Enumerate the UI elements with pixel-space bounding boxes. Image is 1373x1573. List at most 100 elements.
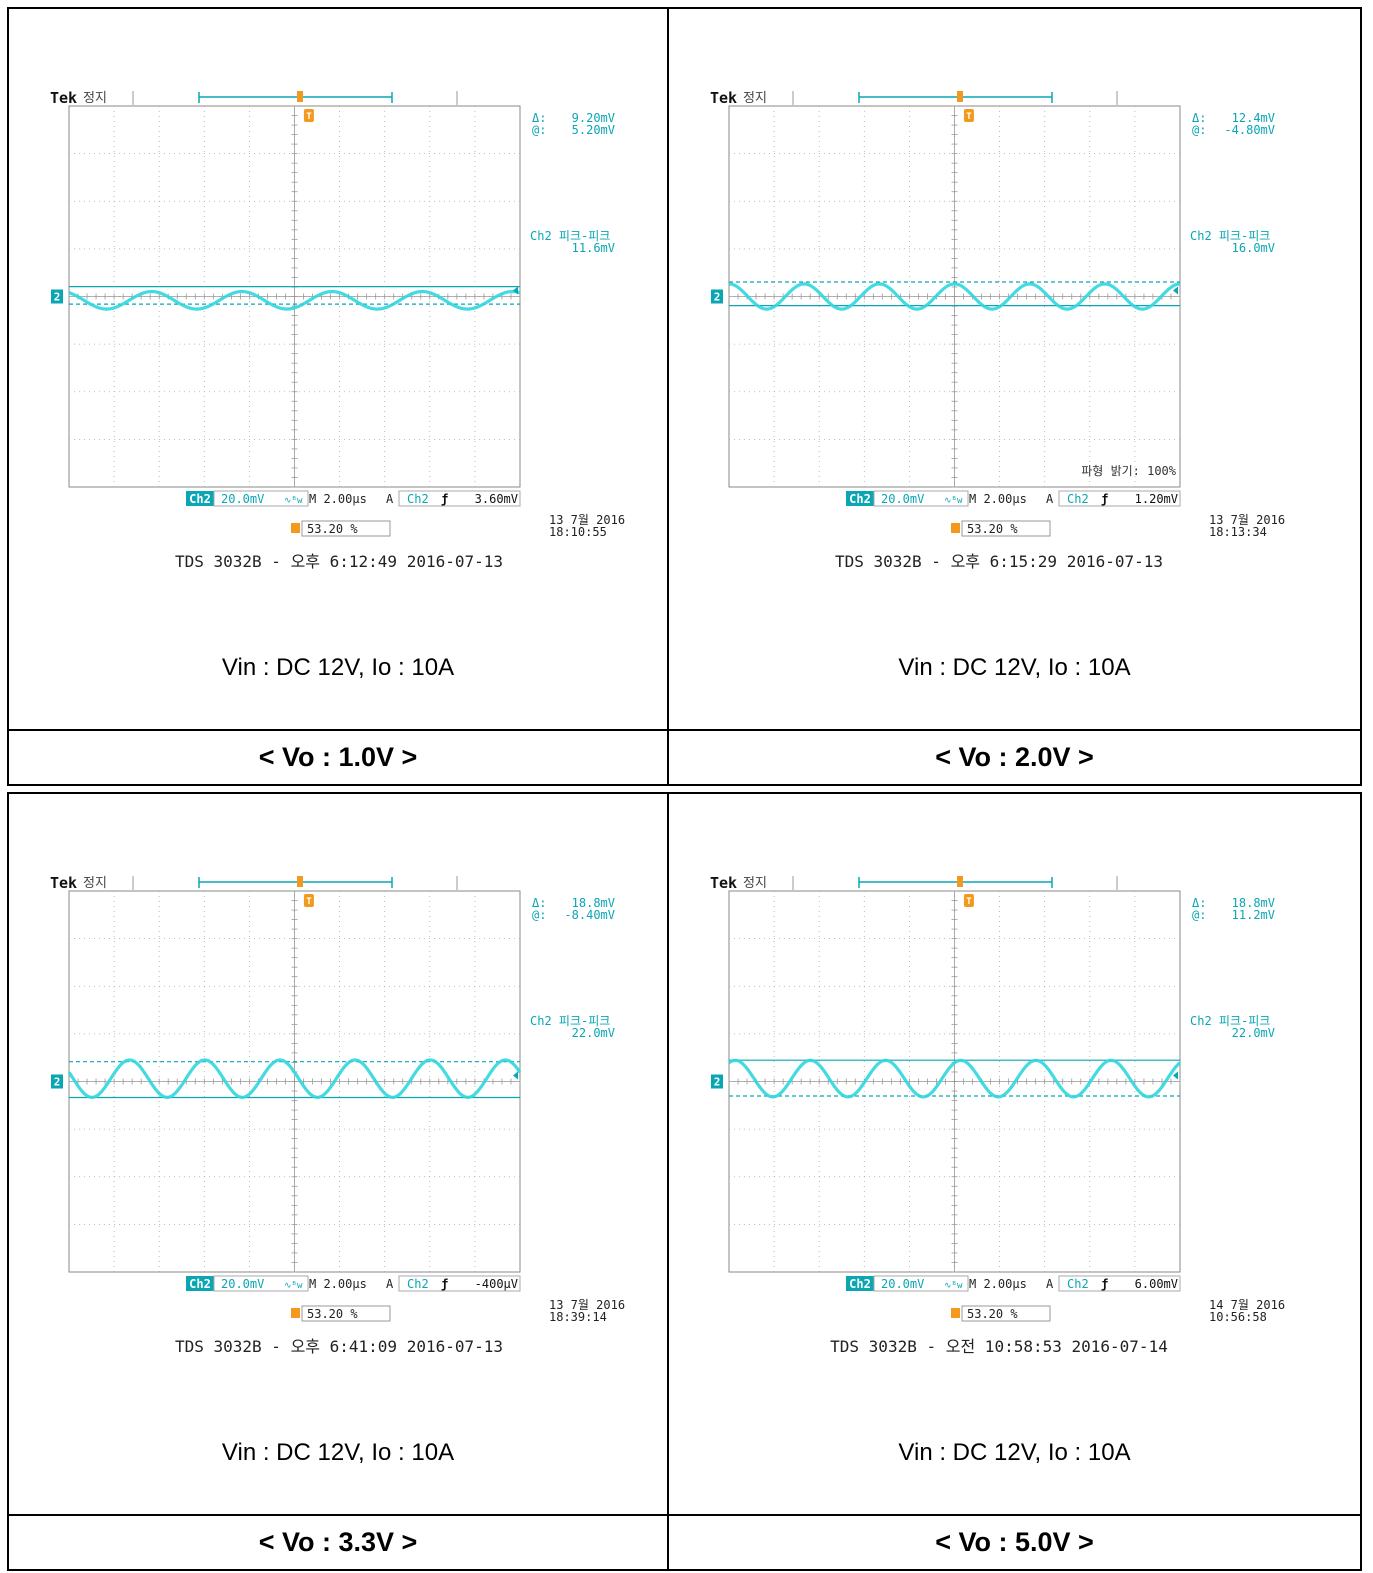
trigger-level-arrow [1173,286,1178,295]
trigger-level: 1.20mV [1135,492,1178,506]
trigger-position-marker [963,109,974,122]
measurement-value: 11.6mV [572,241,615,255]
cursor-delta-value: 9.20mV [572,111,615,125]
trigger-position-marker [963,894,974,907]
scope-cell-3: Tek 정지 T 2 Δ: 18.8mV @: -8.40mV Ch2 피크-피크 22.0mV C… [7,792,669,1516]
trigger-position-marker [303,109,314,122]
cursor-delta-value: 12.4mV [1232,111,1275,125]
trigger-slope-icon: ƒ [1101,492,1108,506]
scope-date: 13 7월 2016 [1209,513,1285,527]
trigger-position: 53.20 % [307,1307,358,1321]
trigger-position: 53.20 % [307,522,358,536]
cursor-delta-label: Δ: [532,896,546,910]
trigger-position-box [961,520,1051,537]
scope-time: 10:56:58 [1209,1310,1267,1324]
channel-tag-label: Ch2 [849,1277,871,1291]
acquisition-status: 정지 [83,876,107,891]
bandwidth-icon: ∿ᴮw [284,1281,303,1291]
trigger-box [1058,1275,1181,1292]
channel-tag [846,1276,874,1291]
test-condition: Vin : DC 12V, Io : 10A [221,1439,455,1466]
trigger-channel: Ch2 [1067,1277,1089,1291]
trigger-level-arrow [513,286,518,295]
volts-per-div: 20.0mV [881,492,924,506]
channel-ground-label: 2 [54,1076,61,1089]
cursor-at-value: -4.80mV [1224,123,1275,137]
bandwidth-icon: ∿ᴮw [284,496,303,506]
trigger-slope-icon: ƒ [441,1277,448,1291]
scope-date: 14 7월 2016 [1209,1298,1285,1312]
channel-tag [846,491,874,506]
channel-ground-label: 2 [714,291,721,304]
volts-per-div: 20.0mV [221,492,264,506]
volts-per-div: 20.0mV [221,1277,264,1291]
record-trigger-icon [297,91,303,102]
trigger-slope-icon: ƒ [441,492,448,506]
bandwidth-icon: ∿ᴮw [944,496,963,506]
channel-ground-marker [711,1074,723,1089]
scope-time: 18:39:14 [549,1310,607,1324]
channel-ground-marker [51,289,63,304]
timebase: M 2.00µs [309,492,367,506]
cursor-delta-label: Δ: [1192,896,1206,910]
timebase: M 2.00µs [969,1277,1027,1291]
channel-tag-label: Ch2 [849,492,871,506]
trigger-box [398,490,521,507]
trigger-position-icon [951,1308,960,1318]
measurement-label: Ch2 피크-피크 [1190,229,1270,243]
measurement-value: 22.0mV [1232,1026,1275,1040]
cursor-at-label: @: [1192,123,1206,137]
cursor-at-value: -8.40mV [564,908,615,922]
trigger-position-box [301,1305,391,1322]
scope-cell-1: Tek 정지 T 2 Δ: 9.20mV @: 5.20mV Ch2 피크-피크 11.6mV Ch… [7,7,669,731]
cursor-at-value: 5.20mV [572,123,615,137]
channel-tag [186,491,214,506]
test-condition: Vin : DC 12V, Io : 10A [898,1439,1131,1466]
trigger-box [398,1275,521,1292]
trigger-channel: Ch2 [407,1277,429,1291]
trigger-slope-icon: ƒ [1101,1277,1108,1291]
cursor-at-label: @: [532,123,546,137]
measurement-value: 16.0mV [1232,241,1275,255]
volts-per-div: 20.0mV [881,1277,924,1291]
caption: < Vo : 5.0V > [667,1514,1362,1571]
trigger-level: 3.60mV [475,492,518,506]
bandwidth-icon: ∿ᴮw [944,1281,963,1291]
brand-label: Tek [710,874,737,892]
ch2-waveform [67,1058,522,1099]
capture-footer: TDS 3032B - 오후 6:41:09 2016-07-13 [175,1337,503,1356]
scope-date: 13 7월 2016 [549,1298,625,1312]
acquisition-status: 정지 [743,876,767,891]
measurement-value: 22.0mV [572,1026,615,1040]
cursor-delta-label: Δ: [532,111,546,125]
test-condition: Vin : DC 12V, Io : 10A [898,654,1131,681]
trigger-marker-label: T [966,897,972,907]
cursor-at-label: @: [532,908,546,922]
scope-date: 13 7월 2016 [549,513,625,527]
trigger-level: -400µV [475,1277,518,1291]
channel-ground-label: 2 [54,291,61,304]
cursor-at-label: @: [1192,908,1206,922]
record-trigger-icon [957,876,963,887]
cursor-delta-value: 18.8mV [572,896,615,910]
trigger-marker-label: T [306,112,312,122]
record-trigger-icon [297,876,303,887]
caption: < Vo : 3.3V > [7,1514,669,1571]
trigger-position-icon [291,1308,300,1318]
cursor-delta-label: Δ: [1192,111,1206,125]
trigger-mode: A [386,1277,394,1291]
scope-time: 18:10:55 [549,525,607,539]
channel-ground-label: 2 [714,1076,721,1089]
measurement-label: Ch2 피크-피크 [530,1014,610,1028]
channel-tag [186,1276,214,1291]
record-trigger-icon [957,91,963,102]
caption: < Vo : 1.0V > [7,729,669,786]
scope-cell-2: Tek 정지 T 2 Δ: 12.4mV @: -4.80mV Ch2 피크-피크 16.0mV 파… [667,7,1362,731]
brightness-readout: 파형 밝기: 100% [1081,464,1177,478]
channel-tag-label: Ch2 [189,1277,211,1291]
channel-ground-marker [711,289,723,304]
trigger-position-icon [951,523,960,533]
trigger-box [1058,490,1181,507]
trigger-level: 6.00mV [1135,1277,1178,1291]
